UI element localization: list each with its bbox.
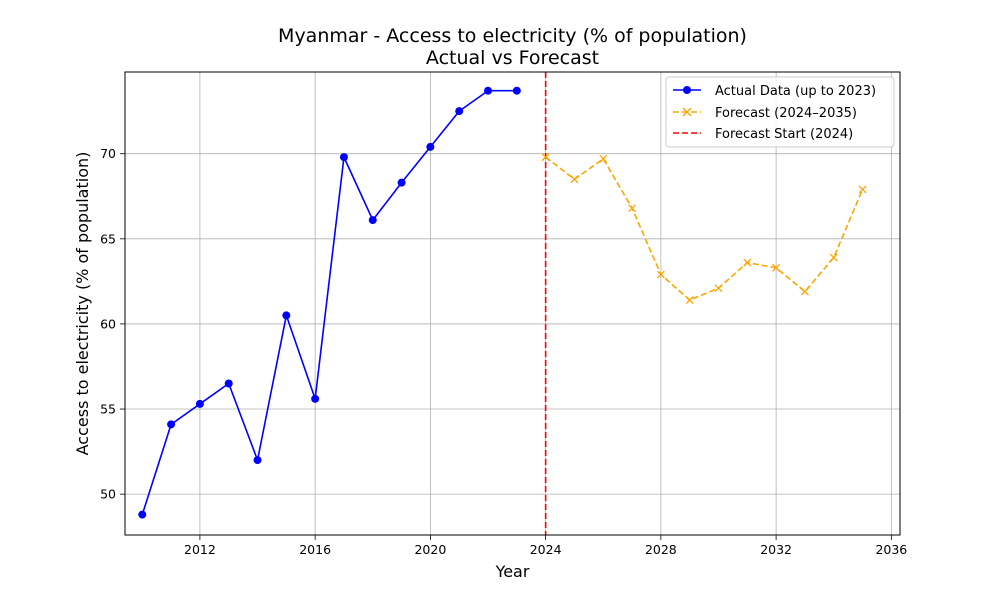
series-layer — [138, 86, 867, 519]
data-point-actual — [397, 178, 406, 187]
x-tick-label: 2016 — [299, 542, 331, 557]
legend-marker-actual — [683, 86, 691, 94]
chart-title: Myanmar - Access to electricity (% of po… — [278, 25, 747, 47]
data-point-actual — [167, 420, 176, 429]
data-point-forecast — [599, 154, 608, 163]
data-point-actual — [195, 399, 204, 408]
legend-box — [665, 76, 895, 148]
x-axis-label: Year — [495, 562, 530, 581]
legend-label-forecast: Forecast (2024–2035) — [715, 106, 857, 121]
data-point-forecast — [685, 296, 694, 305]
data-point-actual — [368, 216, 377, 225]
data-point-forecast — [656, 270, 665, 279]
data-point-actual — [426, 142, 435, 151]
data-point-actual — [455, 107, 464, 116]
x-tick-label: 2028 — [645, 542, 677, 557]
data-point-forecast — [829, 253, 838, 262]
y-tick-label: 70 — [100, 146, 116, 161]
y-tick-label: 55 — [100, 402, 116, 417]
data-point-actual — [253, 456, 262, 465]
x-tick-label: 2020 — [414, 542, 446, 557]
data-point-forecast — [772, 263, 781, 272]
x-tick-label: 2012 — [184, 542, 216, 557]
legend-entry-forecast-start: Forecast Start (2024) — [673, 127, 853, 142]
legend-entry-actual: Actual Data (up to 2023) — [673, 84, 876, 99]
data-point-forecast — [858, 185, 867, 194]
series-line-forecast — [545, 156, 864, 301]
y-tick-label: 50 — [100, 487, 116, 502]
y-axis-label: Access to electricity (% of population) — [73, 152, 92, 456]
data-point-actual — [224, 379, 233, 388]
y-tick-label: 65 — [100, 231, 116, 246]
data-point-forecast — [570, 175, 579, 184]
data-point-actual — [282, 311, 291, 320]
x-tick-label: 2024 — [530, 542, 562, 557]
plot-frame — [124, 71, 901, 536]
y-tick-label: 60 — [100, 316, 116, 331]
chart-subtitle: Actual vs Forecast — [426, 47, 599, 69]
legend-label-actual: Actual Data (up to 2023) — [715, 84, 876, 99]
x-axis-ticks: 2012 2016 2020 2024 2028 2032 2036 — [184, 535, 907, 557]
legend-marker-forecast — [682, 107, 692, 117]
x-tick-label: 2032 — [760, 542, 792, 557]
data-point-forecast — [800, 287, 809, 296]
y-axis-ticks: 50 55 60 65 70 — [100, 146, 125, 502]
x-tick-label: 2036 — [875, 542, 907, 557]
data-point-actual — [311, 394, 320, 403]
data-point-forecast — [541, 153, 550, 162]
series-forecast — [541, 153, 867, 305]
series-line-actual — [141, 89, 517, 515]
legend-label-forecast-start: Forecast Start (2024) — [715, 127, 853, 142]
data-point-actual — [512, 86, 521, 95]
data-point-forecast — [714, 284, 723, 293]
legend-entry-forecast: Forecast (2024–2035) — [673, 106, 857, 121]
legend: Actual Data (up to 2023) Forecast (2024–… — [665, 76, 895, 148]
data-point-actual — [138, 510, 147, 519]
data-point-actual — [484, 86, 493, 95]
series-actual — [138, 86, 521, 519]
data-point-forecast — [743, 258, 752, 267]
data-point-forecast — [628, 204, 637, 213]
data-point-actual — [339, 153, 348, 162]
